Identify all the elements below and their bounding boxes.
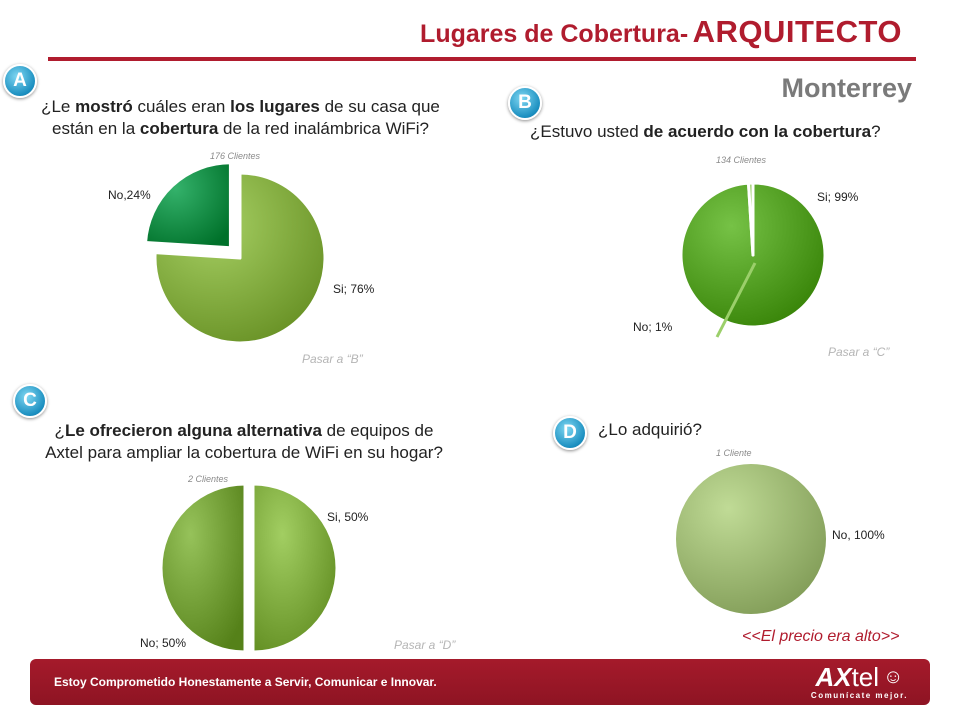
slice-leader-line [715,262,757,338]
goto-c-label: Pasar a “C” [828,345,890,359]
pie-slice [746,181,755,257]
footer-motto: Estoy Comprometido Honestamente a Servir… [54,675,437,689]
pie-slice [144,161,232,250]
question-c-text: Axtel para ampliar la cobertura de WiFi … [45,443,443,462]
question-a-bold: cobertura [139,119,219,138]
question-c-bold: Le ofrecieron alguna alternativa [64,421,322,440]
badge-c: C [13,384,47,418]
question-a-text: ¿Le [41,97,76,116]
pie-chart-a [144,161,327,345]
city-label: Monterrey [781,73,912,103]
slice-label: Si; 99% [817,190,859,204]
pie-slice [674,462,828,616]
question-a-text: de su casa que [319,97,440,116]
question-a-text: de la red inalámbrica WiFi? [218,119,430,138]
slice-label: No; 1% [633,320,673,334]
slice-label: Si, 50% [327,510,369,524]
logo-tel: tel [851,662,880,692]
badge-a: A [3,64,37,98]
question-a-text: cuáles eran [132,97,231,116]
question-a-bold: los lugares [230,97,320,116]
slice-label: No, 100% [832,528,885,542]
question-b-bold: de acuerdo con la cobertura [643,122,872,141]
pie-slice [153,171,327,345]
question-d: ¿Lo adquirió? [598,420,702,439]
pie-chart-c [159,482,339,654]
goto-d-label: Pasar a “D” [394,638,456,652]
pie-chart-d [674,462,828,616]
question-c-text: de equipos de [321,421,434,440]
question-a: ¿Le mostró cuáles eran los lugares de su… [18,96,463,140]
page-title: Lugares de Cobertura- ARQUITECTO [420,14,902,50]
question-b-text: ? [871,122,881,141]
question-c-text: ¿ [54,421,65,440]
client-count-c: 2 Clientes [188,474,229,484]
logo-ax: AX [815,662,852,692]
smiley-logo-icon: ☺ [883,666,904,688]
axtel-logo: AXtel ☺ Comunícate mejor. [811,663,908,700]
question-a-text: están en la [51,119,140,138]
pie-slice [159,482,247,654]
slice-label: No; 50% [140,636,187,650]
badge-b: B [508,86,542,120]
badge-d: D [553,416,587,450]
question-c: ¿Le ofrecieron alguna alternativa de equ… [14,420,474,464]
client-count-a: 176 Clientes [210,151,261,161]
slice-label: Si; 76% [333,282,375,296]
title-divider [48,57,916,61]
logo-tagline: Comunícate mejor. [810,691,908,700]
title-part1: Lugares de Cobertura- [420,20,689,48]
slice-label: No,24% [108,188,151,202]
title-part2: ARQUITECTO [692,14,902,49]
footer-bar: Estoy Comprometido Honestamente a Servir… [30,659,930,705]
pie-chart-b [679,181,827,338]
question-a-bold: mostró [75,97,133,116]
question-b: ¿Estuvo usted de acuerdo con la cobertur… [530,121,881,143]
price-note: <<El precio era alto>> [742,628,900,645]
client-count-b: 134 Clientes [716,155,767,165]
question-b-text: ¿Estuvo usted [530,122,644,141]
goto-b-label: Pasar a “B” [302,352,363,366]
client-count-d: 1 Cliente [716,448,752,458]
pie-slice [251,482,339,654]
